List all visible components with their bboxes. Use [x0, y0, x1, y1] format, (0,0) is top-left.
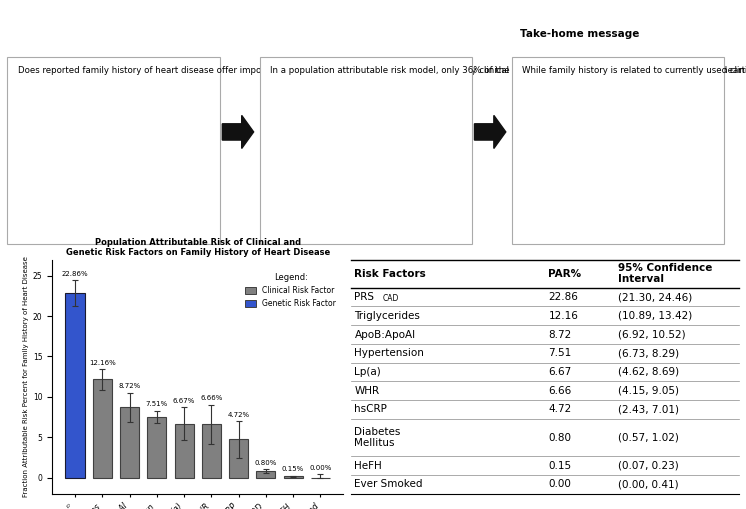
- Text: Ever Smoked: Ever Smoked: [354, 479, 423, 489]
- Text: 0.15: 0.15: [548, 461, 571, 471]
- Text: CAD: CAD: [383, 294, 399, 303]
- Text: 8.72%: 8.72%: [119, 383, 141, 389]
- Text: 4.72: 4.72: [548, 405, 571, 414]
- Legend: Clinical Risk Factor, Genetic Risk Factor: Clinical Risk Factor, Genetic Risk Facto…: [242, 270, 339, 311]
- Text: (0.07, 0.23): (0.07, 0.23): [618, 461, 679, 471]
- Text: 0.00%: 0.00%: [309, 465, 331, 471]
- Text: PRS: PRS: [354, 292, 374, 302]
- Bar: [175, 423, 194, 477]
- Text: HeFH: HeFH: [354, 461, 382, 471]
- FancyBboxPatch shape: [512, 57, 724, 244]
- Text: 6.67: 6.67: [548, 367, 571, 377]
- Text: Diabetes
Mellitus: Diabetes Mellitus: [354, 427, 401, 448]
- Text: 22.86%: 22.86%: [62, 271, 88, 277]
- Text: Risk Factors: Risk Factors: [354, 269, 426, 278]
- Text: Key question(s): Key question(s): [16, 29, 108, 39]
- Text: (6.92, 10.52): (6.92, 10.52): [618, 329, 686, 340]
- Text: ApoB:ApoAI: ApoB:ApoAI: [354, 329, 416, 340]
- Text: (0.00, 0.41): (0.00, 0.41): [618, 479, 679, 489]
- Text: (4.62, 8.69): (4.62, 8.69): [618, 367, 680, 377]
- Text: 6.66%: 6.66%: [200, 395, 222, 401]
- Text: (2.43, 7.01): (2.43, 7.01): [618, 405, 680, 414]
- Text: Does reported family history of heart disease offer important clinical informati: Does reported family history of heart di…: [18, 66, 667, 75]
- Text: 95% Confidence
Interval: 95% Confidence Interval: [618, 263, 712, 285]
- Text: 6.66: 6.66: [548, 386, 571, 395]
- FancyBboxPatch shape: [260, 57, 472, 244]
- Text: Triglycerides: Triglycerides: [354, 311, 421, 321]
- Y-axis label: Fraction Attributable Risk Percent for Family History of Heart Disease: Fraction Attributable Risk Percent for F…: [22, 256, 28, 497]
- Text: (4.15, 9.05): (4.15, 9.05): [618, 386, 680, 395]
- Text: PAR%: PAR%: [548, 269, 582, 278]
- Text: While family history is related to currently used clinical & genetic risk factor: While family history is related to curre…: [522, 66, 746, 75]
- Text: Key finding(s): Key finding(s): [268, 29, 351, 39]
- Text: 0.00: 0.00: [548, 479, 571, 489]
- Text: In a population attributable risk model, only 36% of the chance of a patient rep: In a population attributable risk model,…: [270, 66, 746, 75]
- Text: 7.51%: 7.51%: [145, 402, 168, 407]
- Bar: [120, 407, 139, 477]
- Text: 0.15%: 0.15%: [282, 466, 304, 472]
- Text: 12.16: 12.16: [548, 311, 578, 321]
- Text: hsCRP: hsCRP: [354, 405, 387, 414]
- Bar: [66, 293, 84, 477]
- Text: 0.80%: 0.80%: [254, 460, 277, 466]
- Text: 22.86: 22.86: [548, 292, 578, 302]
- FancyBboxPatch shape: [7, 57, 220, 244]
- Text: 0.80: 0.80: [548, 433, 571, 442]
- Bar: [229, 439, 248, 477]
- Text: 8.72: 8.72: [548, 329, 571, 340]
- Text: 12.16%: 12.16%: [89, 360, 116, 366]
- Text: 6.67%: 6.67%: [173, 398, 195, 404]
- Text: 7.51: 7.51: [548, 348, 571, 358]
- Text: Hypertension: Hypertension: [354, 348, 424, 358]
- Text: 4.72%: 4.72%: [228, 412, 250, 418]
- Text: (21.30, 24.46): (21.30, 24.46): [618, 292, 692, 302]
- Bar: [201, 424, 221, 477]
- Bar: [93, 379, 112, 477]
- Text: (6.73, 8.29): (6.73, 8.29): [618, 348, 680, 358]
- Bar: [147, 417, 166, 477]
- Text: Take-home message: Take-home message: [520, 29, 639, 39]
- Text: (0.57, 1.02): (0.57, 1.02): [618, 433, 679, 442]
- Text: Lp(a): Lp(a): [354, 367, 381, 377]
- Text: (10.89, 13.42): (10.89, 13.42): [618, 311, 692, 321]
- Title: Population Attributable Risk of Clinical and
Genetic Risk Factors on Family Hist: Population Attributable Risk of Clinical…: [66, 238, 330, 258]
- Text: WHR: WHR: [354, 386, 380, 395]
- Bar: [283, 476, 303, 477]
- Bar: [257, 471, 275, 477]
